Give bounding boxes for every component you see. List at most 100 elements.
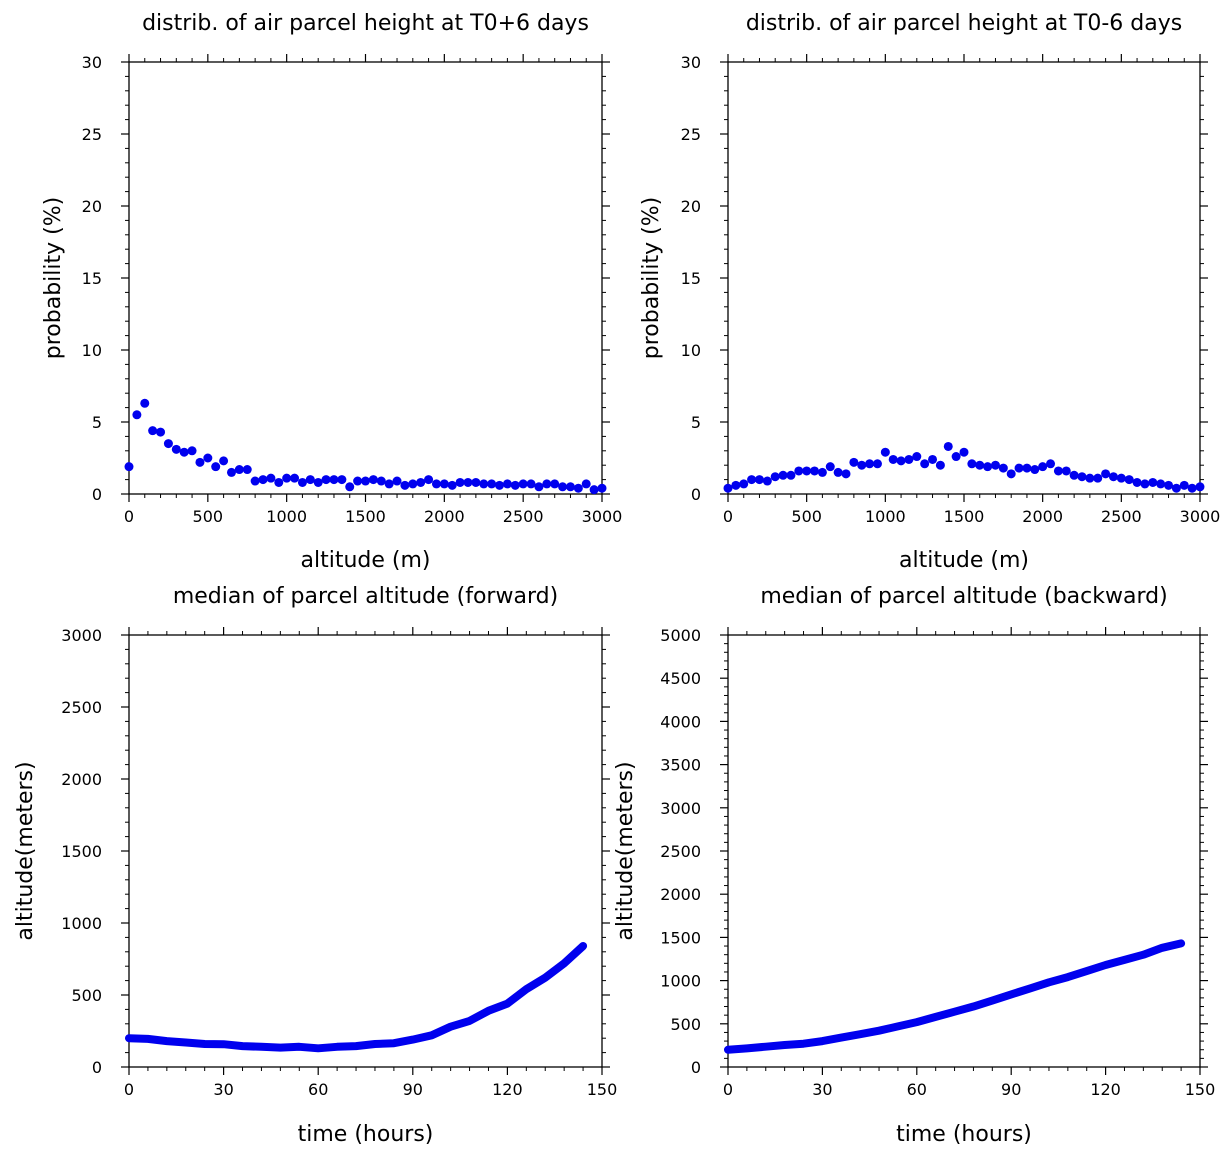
y-tick-label: 0 <box>92 1058 102 1077</box>
x-tick-label: 90 <box>1001 1080 1021 1099</box>
y-tick-label: 500 <box>670 1015 701 1034</box>
data-point <box>195 458 204 467</box>
data-point <box>243 465 252 474</box>
data-point <box>172 445 181 454</box>
x-tick-label: 1000 <box>266 507 307 526</box>
data-point <box>818 468 827 477</box>
data-point <box>337 475 346 484</box>
series-line <box>129 946 583 1048</box>
data-point <box>936 461 945 470</box>
x-tick-label: 3000 <box>582 507 623 526</box>
data-point <box>495 481 504 490</box>
data-point <box>944 442 953 451</box>
plot-frame <box>728 635 1200 1067</box>
y-tick-label: 15 <box>681 269 701 288</box>
y-tick-label: 3500 <box>660 756 701 775</box>
data-point <box>251 477 260 486</box>
y-tick-label: 30 <box>681 53 701 72</box>
data-point <box>140 399 149 408</box>
x-tick-label: 60 <box>907 1080 927 1099</box>
data-point <box>755 475 764 484</box>
y-tick-label: 5 <box>92 413 102 432</box>
y-tick-label: 4500 <box>660 669 701 688</box>
x-tick-label: 500 <box>193 507 224 526</box>
data-point <box>1085 474 1094 483</box>
chart-panel-2: distrib. of air parcel height at T0-6 da… <box>639 11 1220 573</box>
data-point <box>763 477 772 486</box>
data-point <box>1180 481 1189 490</box>
x-tick-label: 60 <box>308 1080 328 1099</box>
x-tick-label: 1000 <box>865 507 906 526</box>
data-point <box>345 482 354 491</box>
data-point <box>408 479 417 488</box>
x-tick-label: 0 <box>124 1080 134 1099</box>
data-point <box>188 446 197 455</box>
data-point <box>298 478 307 487</box>
data-point <box>393 477 402 486</box>
data-point <box>282 474 291 483</box>
y-tick-label: 0 <box>691 1058 701 1077</box>
x-tick-label: 500 <box>791 507 822 526</box>
data-point <box>542 479 551 488</box>
x-tick-label: 2000 <box>1022 507 1063 526</box>
y-tick-label: 500 <box>71 986 102 1005</box>
data-point <box>566 482 575 491</box>
plot-frame <box>129 635 602 1067</box>
x-tick-label: 150 <box>1185 1080 1216 1099</box>
data-point <box>1148 478 1157 487</box>
x-tick-label: 150 <box>587 1080 618 1099</box>
y-tick-label: 3000 <box>61 626 102 645</box>
x-axis-label: time (hours) <box>896 1122 1032 1147</box>
y-tick-label: 25 <box>681 125 701 144</box>
x-tick-label: 0 <box>723 507 733 526</box>
data-point <box>724 484 733 493</box>
data-point <box>353 477 362 486</box>
data-point <box>416 478 425 487</box>
x-tick-label: 1500 <box>345 507 386 526</box>
plot-frame <box>129 62 602 494</box>
y-tick-label: 5 <box>691 413 701 432</box>
chart-title: median of parcel altitude (forward) <box>173 584 558 609</box>
y-tick-label: 2000 <box>660 885 701 904</box>
data-point <box>534 482 543 491</box>
y-tick-label: 2500 <box>61 698 102 717</box>
x-tick-label: 2000 <box>424 507 465 526</box>
y-tick-label: 1500 <box>660 928 701 947</box>
data-point <box>1078 472 1087 481</box>
data-point <box>519 479 528 488</box>
data-point <box>227 468 236 477</box>
y-tick-label: 0 <box>691 485 701 504</box>
data-point <box>235 465 244 474</box>
data-point <box>511 481 520 490</box>
x-axis-label: altitude (m) <box>301 548 431 573</box>
data-point <box>369 475 378 484</box>
data-point <box>983 462 992 471</box>
data-point <box>1062 466 1071 475</box>
y-tick-label: 15 <box>82 269 102 288</box>
data-point <box>873 459 882 468</box>
x-tick-label: 120 <box>492 1080 523 1099</box>
data-point <box>203 454 212 463</box>
data-point <box>975 461 984 470</box>
data-point <box>385 479 394 488</box>
x-tick-label: 30 <box>213 1080 233 1099</box>
data-point <box>731 481 740 490</box>
data-point <box>471 478 480 487</box>
y-tick-label: 20 <box>82 197 102 216</box>
data-point <box>1022 464 1031 473</box>
chart-title: median of parcel altitude (backward) <box>760 584 1167 609</box>
data-point <box>1164 481 1173 490</box>
y-tick-label: 2500 <box>660 842 701 861</box>
data-point <box>274 478 283 487</box>
data-point <box>1117 474 1126 483</box>
chart-panel-3: median of parcel altitude (forward) time … <box>13 584 617 1147</box>
data-point <box>432 479 441 488</box>
data-point <box>849 458 858 467</box>
data-point <box>400 481 409 490</box>
data-point <box>889 455 898 464</box>
data-point <box>842 469 851 478</box>
data-point <box>598 484 607 493</box>
data-point <box>211 462 220 471</box>
data-point <box>1125 475 1134 484</box>
data-point <box>148 426 157 435</box>
